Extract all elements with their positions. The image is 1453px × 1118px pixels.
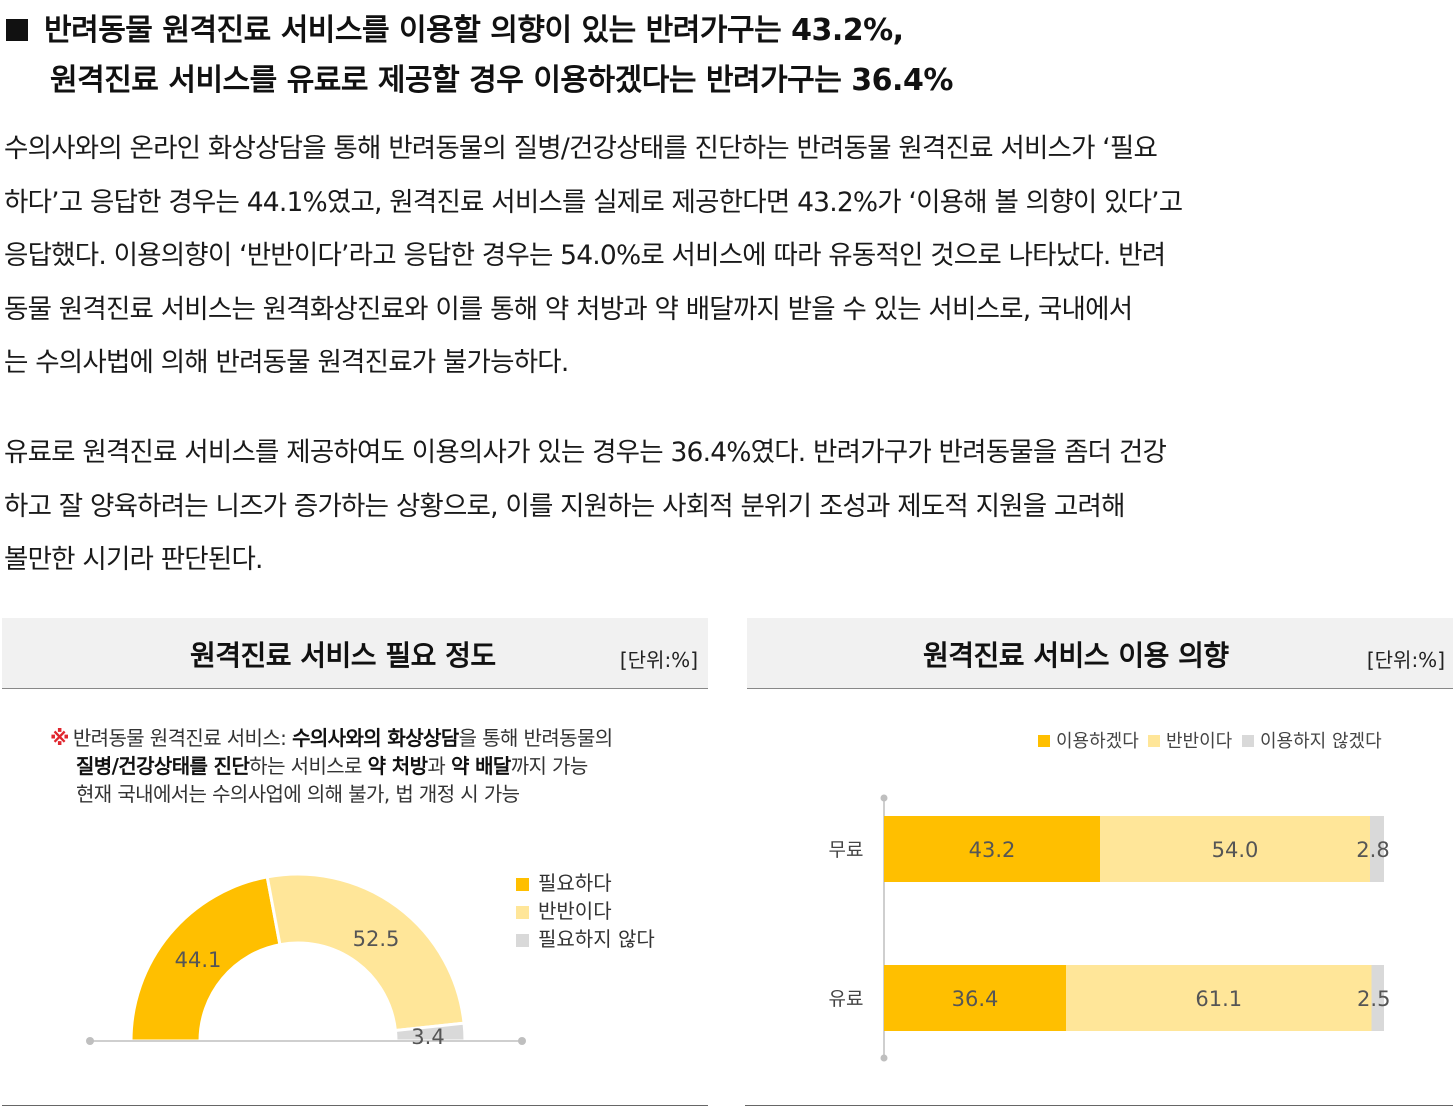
legend-swatch	[1038, 735, 1050, 747]
note-text: 하는 서비스로	[249, 754, 368, 778]
paragraph-line: 는 수의사법에 의해 반려동물 원격진료가 불가능하다.	[4, 347, 569, 378]
note-text: 을 통해 반려동물의	[458, 726, 614, 750]
legend-swatch	[1242, 735, 1254, 747]
right-chart-header: 원격진료 서비스 이용 의향 [단위:%]	[747, 618, 1453, 689]
pie-slice-1	[129, 875, 282, 1043]
left-bottom-rule	[2, 1105, 708, 1106]
bar-data-label: 2.8	[1356, 838, 1389, 862]
bar-data-label: 2.5	[1357, 987, 1390, 1011]
body-paragraph-2: 유료로 원격진료 서비스를 제공하여도 이용의사가 있는 경우는 36.4%였다…	[4, 426, 1452, 587]
note-line-2: 질병/건강상태를 진단하는 서비스로 약 처방과 약 배달까지 가능	[50, 752, 613, 780]
note-text: 반려동물 원격진료 서비스:	[72, 726, 293, 750]
bar-segment-2	[1066, 965, 1372, 1031]
legend-swatch	[516, 934, 529, 947]
legend-swatch	[1148, 735, 1160, 747]
bar-data-label: 54.0	[1212, 838, 1259, 862]
paragraph-line: 하고 잘 양육하려는 니즈가 증가하는 상황으로, 이를 지원하는 사회적 분위…	[4, 490, 1125, 522]
legend-swatch	[516, 906, 529, 919]
right-chart-unit: [단위:%]	[1366, 648, 1445, 672]
legend-label: 반반이다	[538, 899, 612, 923]
headline-line-1: 반려동물 원격진료 서비스를 이용할 의향이 있는 반려가구는 43.2%,	[6, 6, 1446, 56]
note-bold: 수의사와의 화상상담	[292, 726, 459, 750]
note-line-3: 현재 국내에서는 수의사업에 의해 불가, 법 개정 시 가능	[76, 782, 520, 806]
category-label: 무료	[829, 839, 864, 861]
pie-baseline-dot-right	[518, 1037, 526, 1045]
note-bold: 질병/건강상태를 진단	[76, 754, 250, 778]
headline: 반려동물 원격진료 서비스를 이용할 의향이 있는 반려가구는 43.2%, 원…	[6, 6, 1446, 106]
left-chart-header: 원격진료 서비스 필요 정도 [단위:%]	[2, 618, 708, 689]
bar-segment-2	[1100, 816, 1370, 882]
right-bottom-rule	[745, 1105, 1453, 1106]
legend-label: 필요하지 않다	[538, 927, 655, 951]
bar-segment-3	[1370, 816, 1384, 882]
pie-data-label: 44.1	[175, 948, 222, 972]
note-line-1: ※ 반려동물 원격진료 서비스: 수의사와의 화상상담을 통해 반려동물의	[50, 724, 613, 752]
legend-label: 이용하지 않겠다	[1260, 731, 1382, 752]
left-chart-unit: [단위:%]	[619, 648, 698, 672]
left-chart-title: 원격진료 서비스 필요 정도	[190, 639, 496, 672]
legend-label: 반반이다	[1166, 731, 1233, 752]
paragraph-line: 볼만한 시기라 판단된다.	[4, 544, 263, 575]
pie-baseline-dot-left	[86, 1037, 94, 1045]
note-text: 과	[427, 754, 451, 778]
pie-data-label: 3.4	[411, 1025, 444, 1049]
bar-axis-dot-bottom	[880, 1054, 888, 1062]
right-chart-title: 원격진료 서비스 이용 의향	[923, 639, 1229, 672]
paragraph-line: 수의사와의 온라인 화상상담을 통해 반려동물의 질병/건강상태를 진단하는 반…	[4, 133, 1158, 164]
service-note: ※ 반려동물 원격진료 서비스: 수의사와의 화상상담을 통해 반려동물의 질병/…	[50, 724, 613, 808]
legend-label: 이용하겠다	[1056, 731, 1139, 752]
bar-data-label: 43.2	[969, 838, 1016, 862]
pie-slice-2	[265, 872, 466, 1033]
note-mark: ※	[50, 726, 69, 750]
legend-swatch	[516, 878, 529, 891]
bar-data-label: 36.4	[952, 987, 999, 1011]
note-bold: 약 처방	[367, 754, 428, 778]
paragraph-line: 동물 원격진료 서비스는 원격화상진료와 이를 통해 약 처방과 약 배달까지 …	[4, 293, 1133, 325]
legend-label: 필요하다	[538, 871, 612, 895]
category-label: 유료	[829, 988, 864, 1010]
headline-line-2: 원격진료 서비스를 유료로 제공할 경우 이용하겠다는 반려가구는 36.4%	[50, 63, 953, 98]
bar-segment-3	[1371, 965, 1384, 1031]
square-bullet-icon	[6, 19, 28, 41]
paragraph-line: 유료로 원격진료 서비스를 제공하여도 이용의사가 있는 경우는 36.4%였다…	[4, 437, 1167, 468]
paragraph-line: 하다’고 응답한 경우는 44.1%였고, 원격진료 서비스를 실제로 제공한다…	[4, 186, 1183, 218]
body-paragraph-1: 수의사와의 온라인 화상상담을 통해 반려동물의 질병/건강상태를 진단하는 반…	[4, 122, 1452, 390]
paragraph-line: 응답했다. 이용의향이 ‘반반이다’라고 응답한 경우는 54.0%로 서비스에…	[4, 240, 1166, 271]
pie-data-label: 52.5	[353, 927, 400, 951]
bar-axis-dot-top	[880, 794, 888, 802]
bar-segment-1	[884, 816, 1100, 882]
note-bold: 약 배달	[450, 754, 511, 778]
note-text: 까지 가능	[510, 754, 589, 778]
bar-data-label: 61.1	[1195, 987, 1242, 1011]
headline-text-1: 반려동물 원격진료 서비스를 이용할 의향이 있는 반려가구는 43.2%,	[44, 13, 904, 48]
bar-segment-1	[884, 965, 1066, 1031]
